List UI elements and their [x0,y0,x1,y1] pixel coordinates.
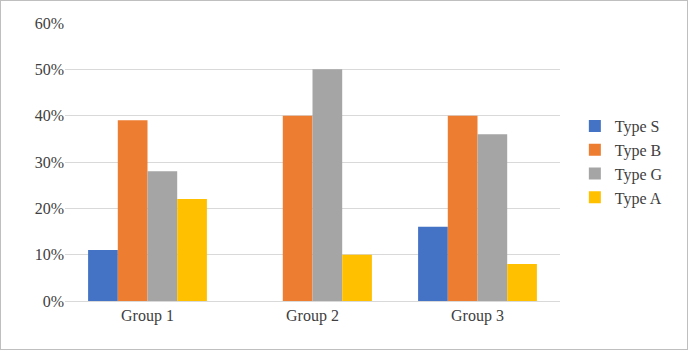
svg-text:Type A: Type A [615,190,662,208]
svg-text:20%: 20% [35,200,64,217]
svg-text:60%: 60% [35,15,64,32]
svg-text:0%: 0% [43,293,64,310]
svg-text:Group 2: Group 2 [286,307,339,325]
svg-text:Type G: Type G [615,166,663,184]
svg-text:Group 3: Group 3 [451,307,504,325]
svg-text:40%: 40% [35,107,64,124]
svg-text:50%: 50% [35,61,64,78]
svg-text:Type B: Type B [615,142,661,160]
svg-text:10%: 10% [35,246,64,263]
svg-text:Group 1: Group 1 [121,307,174,325]
svg-text:30%: 30% [35,154,64,171]
svg-text:Type S: Type S [615,118,660,136]
